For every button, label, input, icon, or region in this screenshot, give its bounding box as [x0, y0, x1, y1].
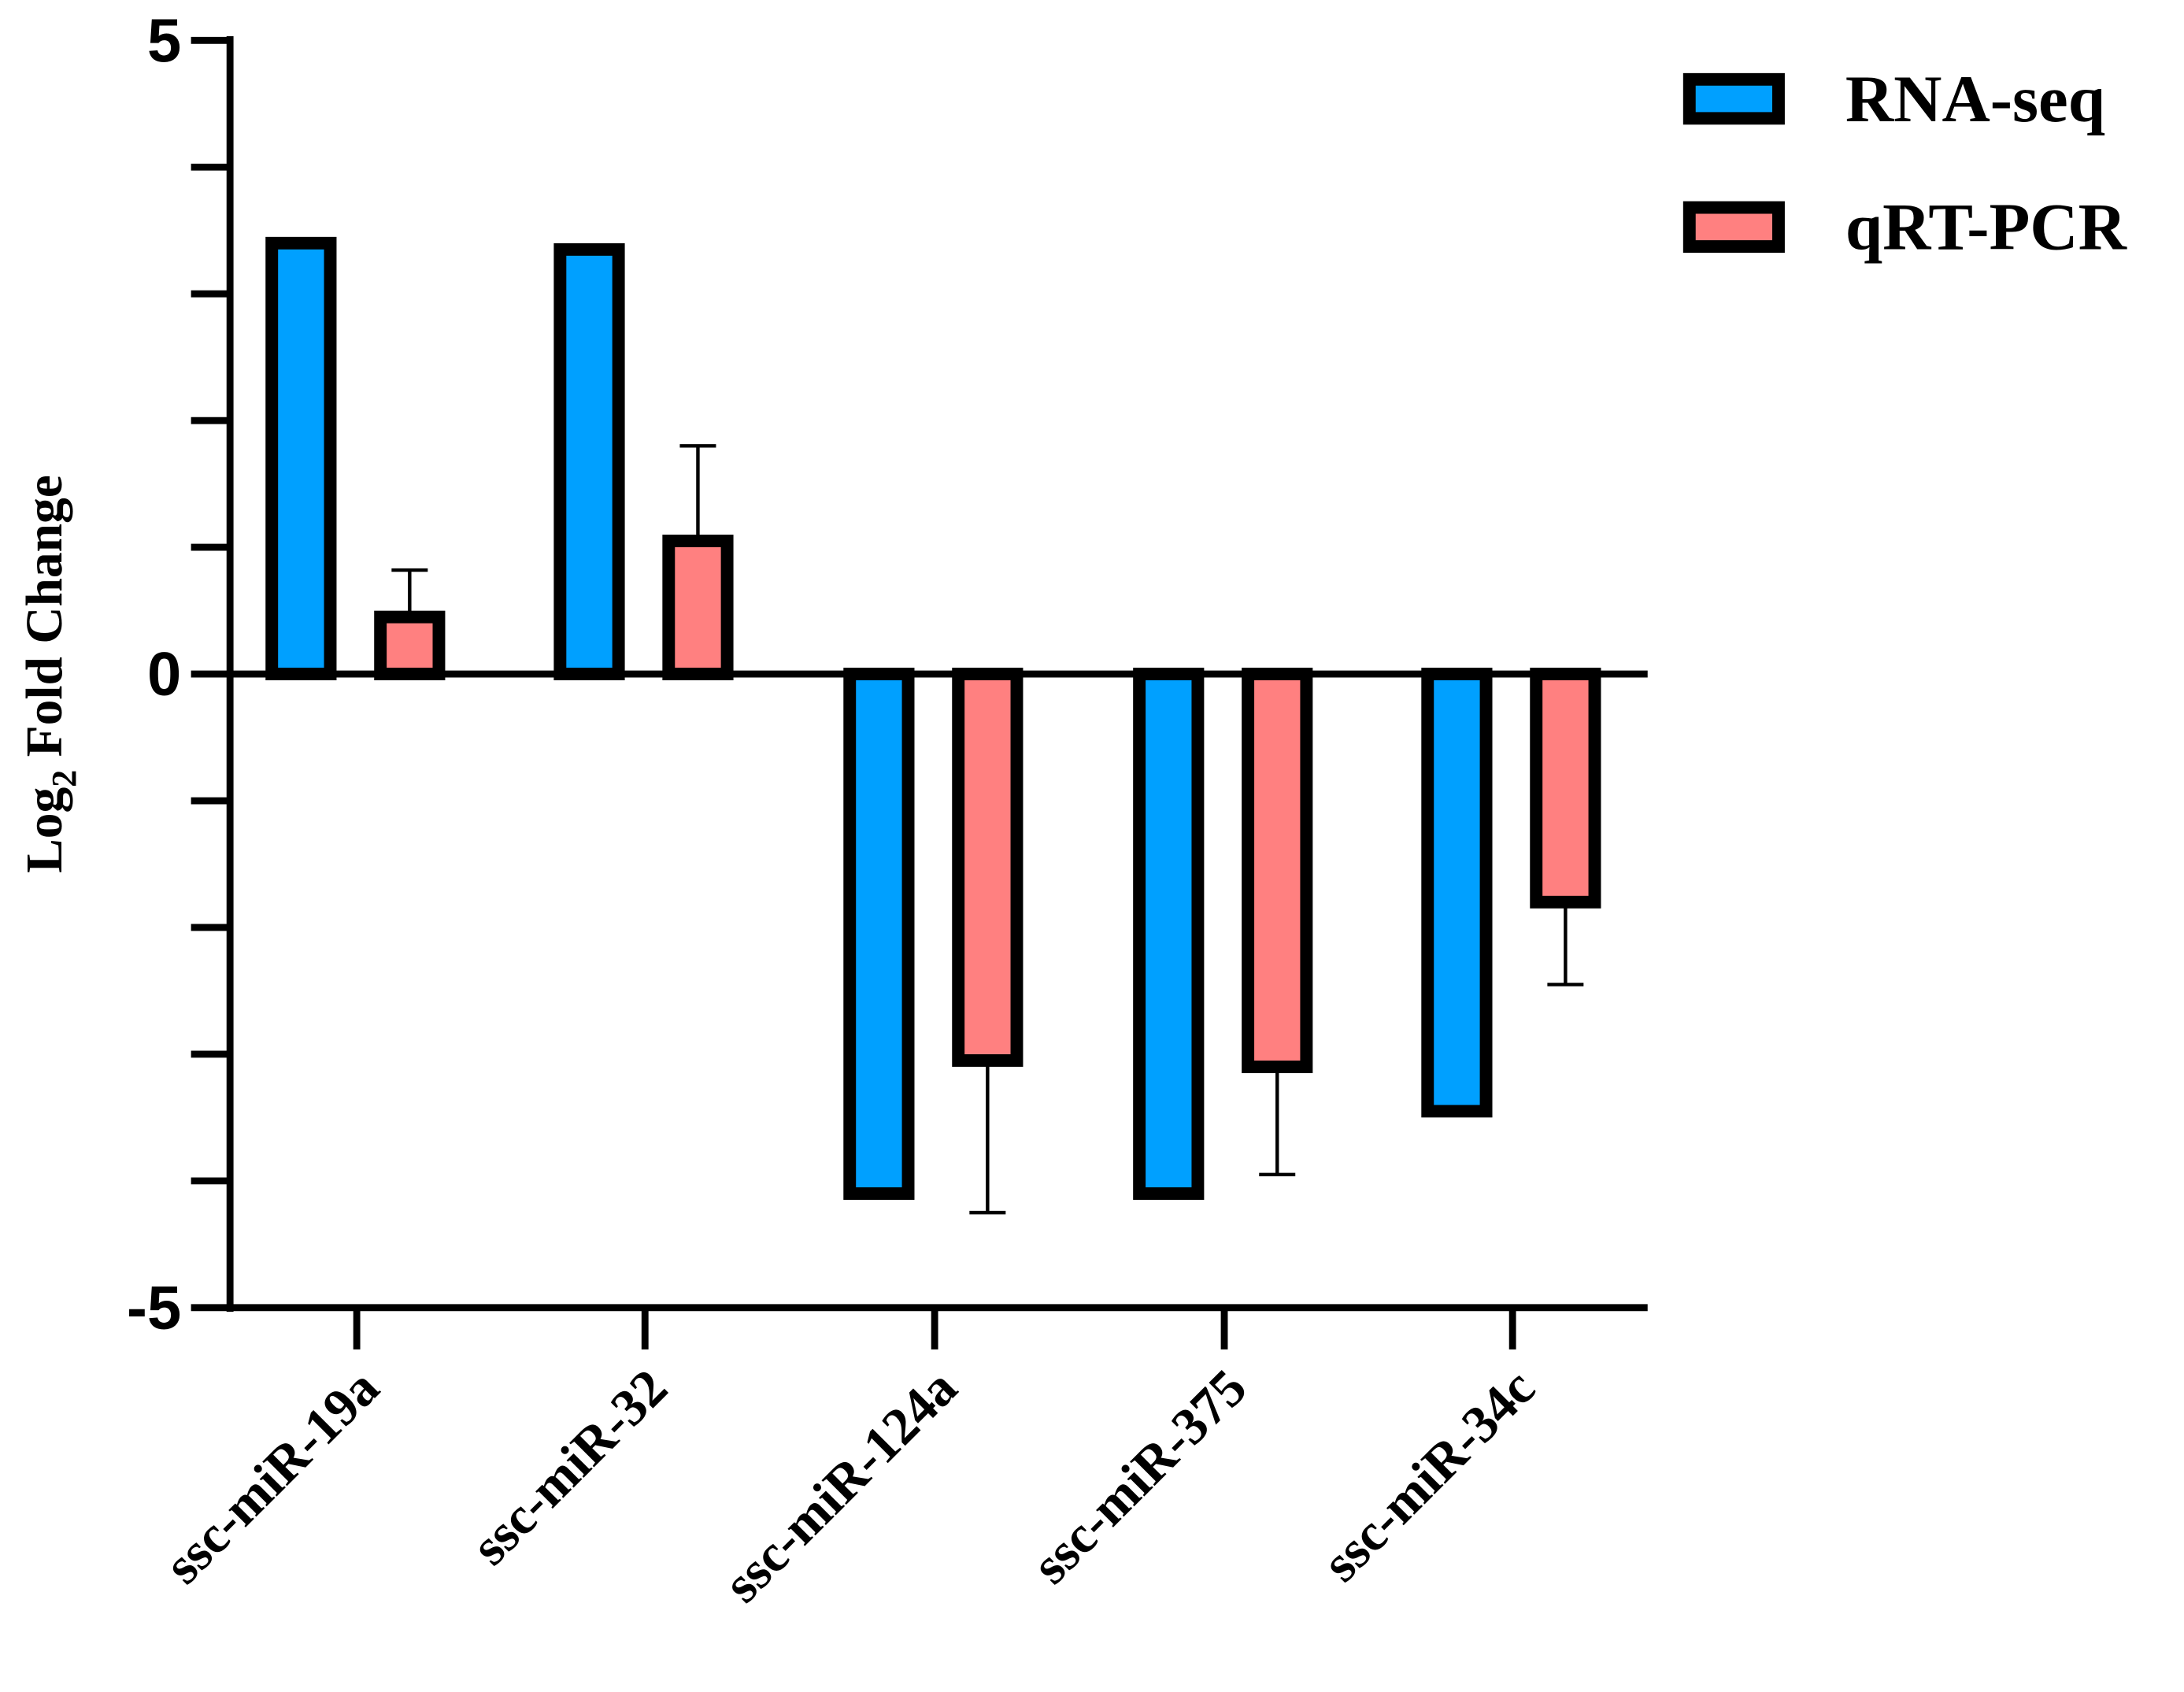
legend-label: qRT-PCR [1845, 191, 2128, 265]
bar-rna-seq [1421, 668, 1493, 1118]
legend-swatch [1682, 201, 1785, 254]
bar-rna-seq [265, 236, 337, 681]
x-tick-label: ssc-miR-32 [460, 1358, 678, 1576]
legend-label: RNA-seq [1845, 62, 2105, 136]
legend: RNA-seq qRT-PCR [1682, 62, 2128, 265]
bar-qrt-pcr [1242, 668, 1313, 1073]
bars [265, 236, 1601, 1215]
y-tick-label: 5 [147, 7, 181, 75]
bar-qrt-pcr [374, 610, 446, 681]
bar-rna-seq [843, 668, 915, 1200]
x-tick-label: ssc-miR-19a [153, 1358, 390, 1595]
bar-qrt-pcr [952, 668, 1024, 1067]
y-axis: 5 0 -5 [127, 7, 234, 1342]
y-axis-label: Log2 Fold Change [17, 475, 83, 873]
legend-swatch [1682, 72, 1785, 125]
x-tick-label: ssc-miR-34c [1311, 1358, 1545, 1593]
bar-rna-seq [1133, 668, 1205, 1200]
bar-qrt-pcr [662, 535, 734, 681]
y-tick-label: -5 [127, 1274, 181, 1342]
x-tick-label: ssc-miR-124a [713, 1358, 968, 1614]
x-tick-label: ssc-miR-375 [1020, 1358, 1257, 1595]
bar-rna-seq [553, 243, 625, 681]
bar-qrt-pcr [1530, 668, 1601, 909]
y-tick-label: 0 [147, 641, 181, 709]
